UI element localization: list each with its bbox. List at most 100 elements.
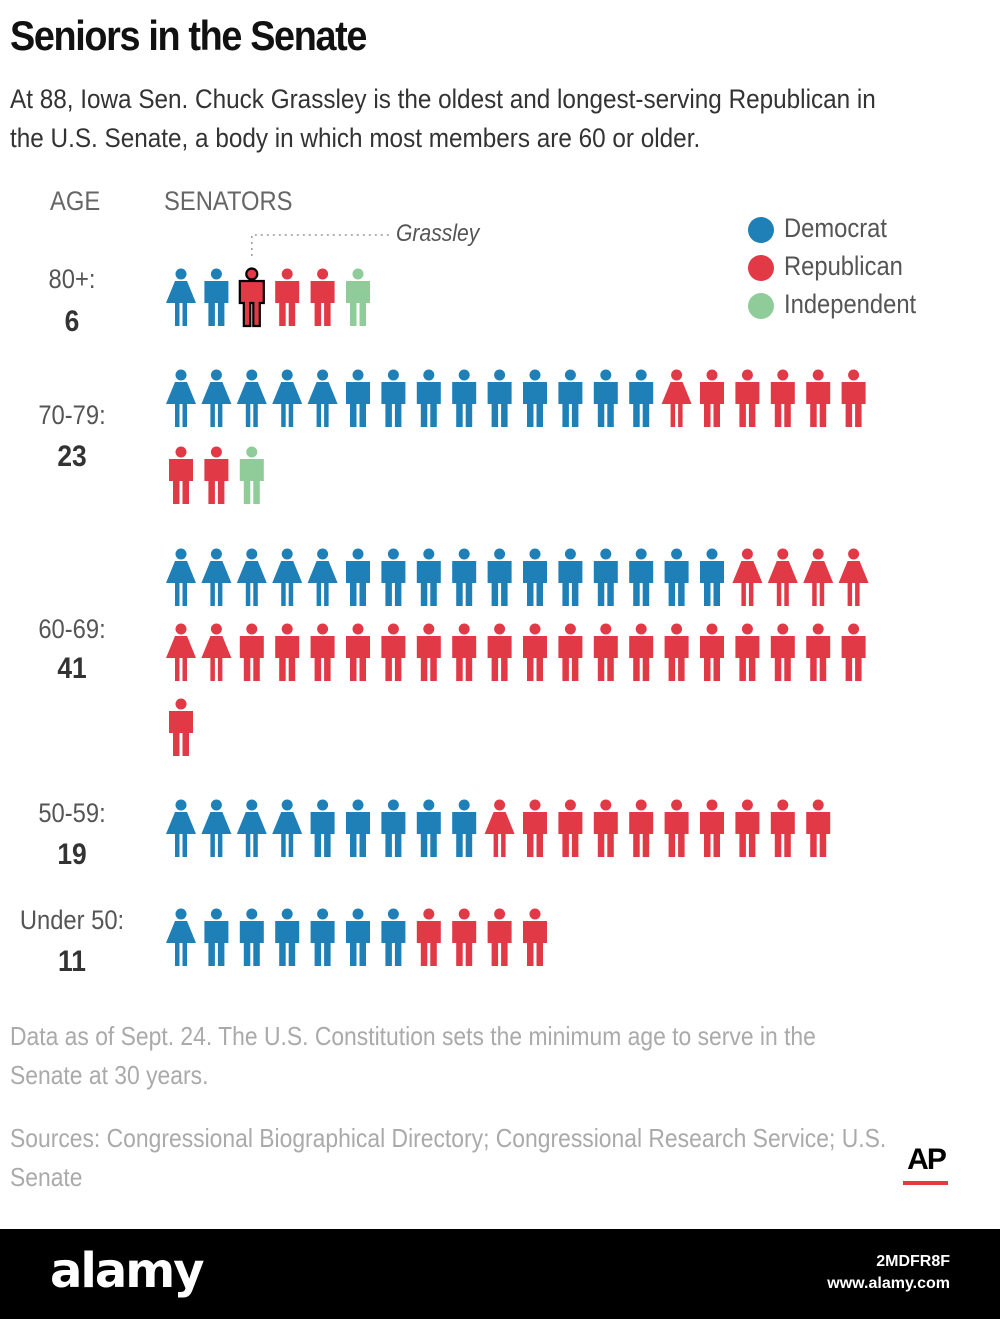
senator-icon-g2-r1-19 (841, 623, 866, 681)
senator-icon-g1-r0-1 (201, 369, 232, 427)
legend-independent-dot (748, 293, 774, 319)
senator-icon-g1-r0-13 (629, 369, 654, 427)
alamy-logo: alamy (50, 1243, 205, 1299)
senator-icon-g3-r0-2 (236, 799, 267, 857)
data-note: Data as of Sept. 24. The U.S. Constituti… (10, 1021, 816, 1090)
senator-icon-g2-r0-16 (732, 548, 763, 606)
senator-icon-g1-r0-0 (166, 369, 196, 427)
senator-icon-g2-r0-0 (166, 548, 196, 606)
senator-icon-g2-r1-14 (664, 623, 689, 681)
senator-icon-g1-r0-17 (770, 369, 795, 427)
legend-republican-dot (748, 255, 774, 281)
senator-icon-g4-r0-6 (381, 908, 406, 966)
legend-independent-label: Independent (784, 289, 917, 319)
senator-icon-g2-r1-12 (593, 623, 618, 681)
senator-icon-g4-r0-3 (275, 908, 300, 966)
senator-icon-g1-r0-16 (735, 369, 760, 427)
senator-icon-g4-r0-2 (239, 908, 264, 966)
senator-icon-g2-r1-0 (166, 623, 196, 681)
ap-logo-underline (903, 1181, 948, 1185)
ap-logo: AP (907, 1143, 947, 1176)
senator-icon-g4-r0-4 (310, 908, 335, 966)
senator-icon-g1-r0-6 (381, 369, 406, 427)
senator-icon-g3-r0-16 (735, 799, 760, 857)
senator-icon-g2-r1-8 (452, 623, 477, 681)
senator-icon-g2-r1-5 (346, 623, 370, 681)
senator-icon-g3-r0-1 (201, 799, 232, 857)
senator-icon-g2-r0-2 (236, 548, 267, 606)
senator-icon-g1-r1-1 (204, 446, 229, 504)
senator-icon-g1-r0-7 (416, 369, 441, 427)
page-title: Seniors in the Senate (10, 12, 367, 59)
senator-icon-g2-r1-3 (275, 623, 300, 681)
senator-icon-g3-r0-9 (484, 799, 515, 857)
senator-icon-g3-r0-3 (272, 799, 303, 857)
senator-icon-g2-r1-18 (806, 623, 831, 681)
senator-icon-g4-r0-9 (487, 908, 512, 966)
senator-icon-g1-r0-19 (841, 369, 866, 427)
senator-icon-g1-r0-18 (806, 369, 831, 427)
age-label-under-50: Under 50: (19, 905, 125, 935)
senator-icon-g1-r0-3 (272, 369, 303, 427)
senator-icon-g3-r0-14 (664, 799, 689, 857)
senator-icon-g3-r0-11 (558, 799, 583, 857)
grassley-leader-line (251, 234, 390, 256)
senator-icon-g2-r2-0 (169, 698, 193, 756)
legend-democrat-dot (748, 217, 774, 243)
alamy-image-id: 2MDFR8F (876, 1253, 950, 1270)
senator-icon-g3-r0-18 (806, 799, 831, 857)
senator-icon-g2-r0-3 (272, 548, 303, 606)
senator-icon-g2-r0-7 (416, 548, 441, 606)
senator-icon-g3-r0-5 (346, 799, 370, 857)
senator-icon-g2-r1-11 (558, 623, 583, 681)
age-label-70-79: 70-79: (38, 400, 106, 430)
senator-icon-g2-r1-4 (310, 623, 335, 681)
senator-icon-g2-r0-8 (452, 548, 477, 606)
senator-icon-g1-r0-2 (236, 369, 267, 427)
senator-icon-g3-r0-0 (166, 799, 196, 857)
age-count-50-59: 19 (57, 838, 87, 871)
senator-icon-g2-r1-6 (381, 623, 406, 681)
senator-icon-g1-r0-4 (307, 369, 338, 427)
senator-icon-g2-r0-18 (803, 548, 834, 606)
senator-icon-g0-r0-1 (204, 268, 229, 326)
senator-icon-g3-r0-17 (770, 799, 795, 857)
senator-icon-g3-r0-7 (416, 799, 441, 857)
senator-icon-g1-r1-2 (239, 446, 264, 504)
senator-icon-g4-r0-0 (166, 908, 196, 966)
senator-icon-g3-r0-12 (593, 799, 618, 857)
senator-icon-g4-r0-8 (452, 908, 477, 966)
senator-icon-g2-r1-10 (523, 623, 547, 681)
senator-icon-g2-r0-5 (346, 548, 370, 606)
senator-icon-g2-r0-14 (664, 548, 689, 606)
senator-icon-g2-r0-17 (767, 548, 798, 606)
senator-icon-g0-r0-2 (238, 267, 265, 328)
senator-icon-g1-r0-15 (700, 369, 724, 427)
senator-icon-g2-r0-19 (838, 548, 869, 606)
senator-icon-g3-r0-6 (381, 799, 406, 857)
age-label-50-59: 50-59: (38, 798, 106, 828)
senator-icon-g2-r1-13 (629, 623, 654, 681)
alamy-url: www.alamy.com (827, 1275, 950, 1292)
senator-icon-g2-r1-17 (770, 623, 795, 681)
senator-icon-g3-r0-8 (452, 799, 477, 857)
sources-note: Sources: Congressional Biographical Dire… (10, 1123, 887, 1192)
senator-icon-g2-r0-4 (307, 548, 338, 606)
senator-icon-g2-r1-9 (487, 623, 512, 681)
senator-icon-g2-r0-9 (487, 548, 512, 606)
senator-icon-g4-r0-1 (204, 908, 229, 966)
senator-icon-g0-r0-3 (275, 268, 300, 326)
senator-icon-g2-r1-15 (700, 623, 724, 681)
senator-icon-g2-r1-1 (201, 623, 232, 681)
senator-icon-g2-r1-7 (416, 623, 441, 681)
age-count-80-plus: 6 (64, 305, 80, 338)
senator-icon-g2-r1-2 (239, 623, 264, 681)
subtitle: At 88, Iowa Sen. Chuck Grassley is the o… (10, 84, 876, 153)
senator-pictograph (166, 234, 869, 966)
senator-icon-g2-r0-1 (201, 548, 232, 606)
senator-icon-g4-r0-10 (523, 908, 547, 966)
senator-icon-g1-r0-11 (558, 369, 583, 427)
age-count-70-79: 23 (57, 440, 87, 473)
age-label-60-69: 60-69: (38, 614, 106, 644)
senator-icon-g2-r1-16 (735, 623, 760, 681)
